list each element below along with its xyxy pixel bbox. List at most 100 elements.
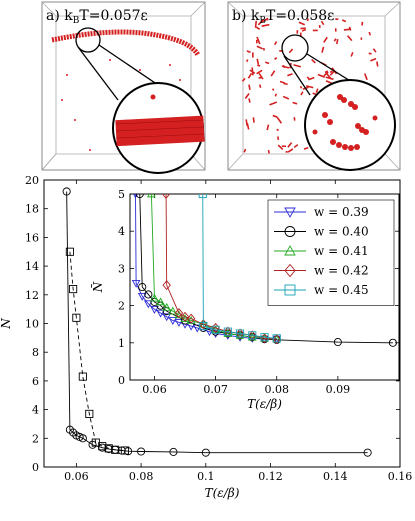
monomer-fragment xyxy=(248,98,251,103)
main-series-1-point xyxy=(65,247,74,256)
inset-series-3-point xyxy=(174,308,184,319)
inset-series-0-point xyxy=(137,292,147,301)
monomer-fragment xyxy=(266,124,270,131)
inset-ytick-label: 3 xyxy=(118,262,125,275)
monomer-fragment xyxy=(350,51,354,57)
legend-entry: w = 0.42 xyxy=(314,264,369,278)
inset-series-2-point xyxy=(150,293,159,302)
main-series-0-point xyxy=(137,447,146,456)
monomer-fragment xyxy=(312,92,317,96)
main-ytick-label: 12 xyxy=(25,289,39,302)
zoom-circle-small xyxy=(75,27,101,53)
inset-series-0-point xyxy=(205,328,214,337)
monomer-fragment xyxy=(308,76,315,81)
inset-series-3-point xyxy=(162,280,171,291)
panel-b-label: b) kBT=0.058ε xyxy=(232,8,334,26)
monomer-fragment xyxy=(298,21,306,26)
main-ytick-label: 20 xyxy=(25,174,39,187)
main-series-0-point xyxy=(78,434,87,443)
main-series-1-point xyxy=(111,445,120,454)
monomer-fragment xyxy=(346,35,353,42)
monomer-fragment xyxy=(287,148,294,153)
monomer-fragment xyxy=(333,38,337,42)
monomer-fragment xyxy=(329,70,333,74)
inset-ytick-label: 2 xyxy=(118,300,125,313)
inset-xtick-label: 0.09 xyxy=(326,383,351,396)
monomer-fragment xyxy=(341,19,347,23)
monomer-fragment xyxy=(256,69,263,75)
monomer-fragment xyxy=(301,28,307,32)
legend-entry: w = 0.45 xyxy=(314,283,369,297)
main-series-1-point xyxy=(120,446,129,455)
monomer-fragment xyxy=(279,80,285,84)
main-series-1-point xyxy=(104,444,113,453)
inset-xtick-label: 0.08 xyxy=(264,383,289,396)
monomer-fragment xyxy=(372,48,377,53)
main-ytick-label: 8 xyxy=(32,346,39,359)
monomer-fragment xyxy=(252,117,255,123)
main-series-0-point xyxy=(169,447,178,456)
main-xtick-label: 0.1 xyxy=(197,470,215,483)
monomer-fragment xyxy=(287,142,293,148)
monomer-fragment xyxy=(246,50,251,54)
monomer-fragment xyxy=(292,101,298,105)
monomer-fragment xyxy=(323,36,328,43)
monomer-fragment xyxy=(243,148,247,153)
main-series-0-point xyxy=(201,448,210,457)
inset-xtick-label: 0.07 xyxy=(203,383,228,396)
inset-series-4-point xyxy=(211,325,220,334)
inset-series-4-point xyxy=(248,331,257,340)
zoom-circle-small xyxy=(281,34,309,62)
inset-ytick-label: 4 xyxy=(118,225,125,238)
monomer-fragment xyxy=(273,41,278,46)
main-x-axis-label: T(ε/β) xyxy=(205,486,240,500)
inset-series-0-point xyxy=(168,317,178,326)
inset-series-1-line xyxy=(139,194,393,344)
monomer-fragment xyxy=(257,19,265,26)
monomer-fragment xyxy=(282,64,286,69)
monomer-fragment xyxy=(376,61,379,67)
inset-series-1-point xyxy=(388,338,397,347)
inset-xtick-label: 0.06 xyxy=(142,383,167,396)
monomer-fragment xyxy=(269,101,278,106)
monomer-fragment xyxy=(274,93,278,97)
legend-swatch-marker xyxy=(284,263,296,278)
main-xtick-label: 0.16 xyxy=(388,470,413,483)
main-series-1-point xyxy=(98,442,107,451)
inset-series-3-point xyxy=(272,334,281,345)
main-xtick-label: 0.12 xyxy=(258,470,283,483)
monomer-fragment xyxy=(246,123,250,130)
monomer-fragment xyxy=(325,76,334,81)
main-y-axis-label: N̄ xyxy=(0,318,13,330)
main-xtick-label: 0.08 xyxy=(129,470,154,483)
inset-series-0-point xyxy=(150,305,159,314)
main-ytick-label: 6 xyxy=(32,375,39,388)
monomer-fragment xyxy=(267,149,270,154)
inset-series-4-point xyxy=(198,194,207,199)
inset-series-0-point xyxy=(174,319,184,327)
main-ytick-label: 18 xyxy=(25,203,39,216)
legend-entry: w = 0.39 xyxy=(314,205,369,219)
monomer-fragment xyxy=(306,18,310,22)
monomer-fragment xyxy=(248,84,251,90)
monomer-fragment xyxy=(321,46,325,53)
main-ytick-label: 16 xyxy=(25,231,39,244)
inset-series-4-point xyxy=(199,322,208,331)
monomer-fragment xyxy=(261,23,270,27)
inset-ytick-label: 5 xyxy=(118,188,125,201)
main-series-0-point xyxy=(62,187,71,196)
panel-b: b) kBT=0.058ε xyxy=(227,1,401,171)
monomer-fragment xyxy=(336,39,339,45)
inset-series-0-point xyxy=(131,279,141,288)
inset-series-0-point xyxy=(223,332,233,340)
filament-bundle xyxy=(115,115,205,147)
inset-ytick-label: 0 xyxy=(118,374,125,387)
inset-series-4-point xyxy=(235,329,245,338)
zoom-circle-large xyxy=(304,79,396,171)
inset-series-1-point xyxy=(333,338,342,347)
monomer-fragment xyxy=(277,144,284,151)
monomer-fragment xyxy=(244,93,250,99)
inset-series-2-point xyxy=(147,194,156,198)
